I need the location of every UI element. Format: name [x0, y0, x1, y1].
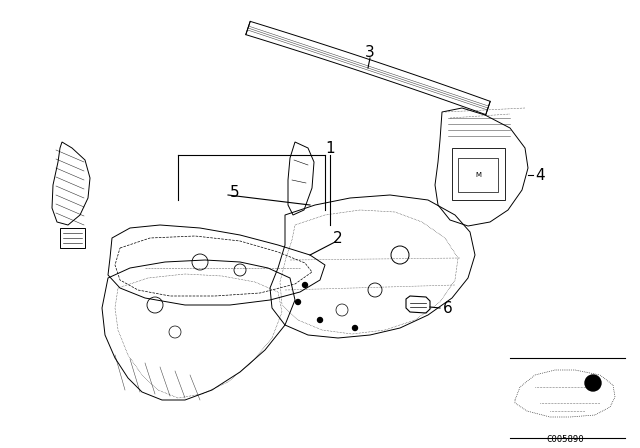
Circle shape: [585, 375, 601, 391]
Text: C005890: C005890: [546, 435, 584, 444]
Text: 3: 3: [365, 44, 375, 60]
Text: 6: 6: [443, 301, 452, 315]
Circle shape: [317, 318, 323, 323]
Text: 4: 4: [535, 168, 545, 182]
Circle shape: [296, 300, 301, 305]
Circle shape: [303, 283, 307, 288]
Circle shape: [353, 326, 358, 331]
Text: M: M: [475, 172, 481, 178]
Text: 5: 5: [230, 185, 239, 199]
Text: 2: 2: [333, 231, 343, 246]
Text: 1: 1: [325, 141, 335, 155]
